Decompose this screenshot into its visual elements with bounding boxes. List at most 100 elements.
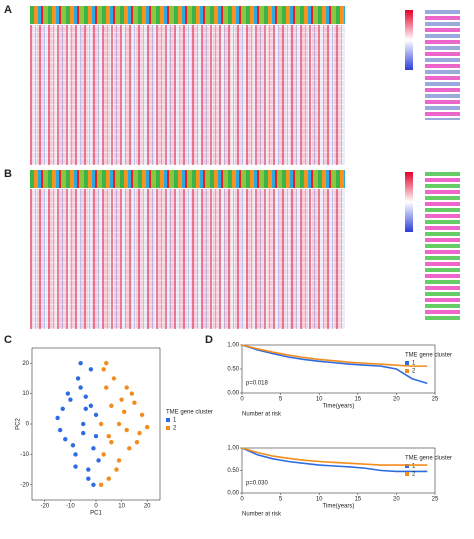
x-tick-label: 0 [240,497,244,503]
x-tick-label: 15 [354,397,361,403]
legend-swatch [405,472,409,476]
point [116,421,122,427]
legend-label: 2 [412,369,416,375]
x-tick-label: 5 [279,497,283,503]
x-tick-label: 25 [432,397,439,403]
point [86,476,91,481]
y-tick-label: 0.50 [227,367,239,373]
survival-curve [241,344,428,385]
p-value: p=0.018 [246,381,269,387]
legend-title: TME gene cluster [405,456,452,462]
x-tick-label: 20 [144,504,151,510]
plot-frame [31,347,161,501]
legend-title: TME gene cluster [405,353,452,359]
point [101,452,106,457]
point [88,367,94,372]
point [86,467,91,472]
point [55,415,60,421]
point [83,394,88,399]
heatmap [30,25,345,165]
legend-swatch [166,426,170,430]
point [60,406,65,411]
y-tick-label: 0.50 [227,468,239,474]
y-tick-label: 1.00 [227,343,239,349]
y-tick-label: -10 [20,452,29,458]
heatmap [30,189,345,329]
legend-block [425,10,460,120]
y-tick-label: 0.00 [227,491,239,497]
point [127,446,132,451]
legend-label: 1 [412,361,416,367]
point [65,391,71,396]
point [91,482,96,487]
y-tick-label: 20 [22,361,29,367]
x-tick-label: -10 [66,504,75,510]
point [129,391,135,396]
point [81,421,86,427]
survival-curve [241,447,428,466]
point [137,430,142,436]
point [63,437,68,442]
x-tick-label: 10 [316,497,323,503]
risk-title: Number at risk [242,512,282,518]
point [109,403,114,408]
point [109,440,114,445]
point [145,424,150,430]
point [93,412,99,418]
legend-block [405,172,413,232]
point [96,458,101,463]
point [68,397,73,402]
x-tick-label: 20 [393,397,400,403]
point [139,412,145,418]
point [124,385,129,390]
legend-swatch [405,369,409,373]
point [134,440,140,445]
x-tick-label: 5 [279,397,283,403]
point [111,376,117,381]
x-axis-label: Time(years) [323,504,355,510]
x-tick-label: 10 [316,397,323,403]
x-axis-label: PC1 [90,511,102,517]
x-tick-label: 0 [94,504,98,510]
point [132,400,137,405]
point [104,385,109,390]
panel-label: C [4,334,12,346]
point [104,361,109,366]
x-tick-label: 15 [354,497,361,503]
x-tick-label: 25 [432,497,439,503]
panel-label: B [4,168,12,180]
y-tick-label: 0.00 [227,391,239,397]
legend-label: 1 [173,418,177,424]
point [73,464,78,469]
y-tick-label: 0 [26,422,30,428]
point [83,406,88,411]
point [88,403,94,408]
x-axis-label: Time(years) [323,404,355,410]
legend-label: 1 [412,464,416,470]
panel-label: D [205,334,213,346]
x-tick-label: -20 [40,504,49,510]
point [75,376,81,381]
point [121,409,127,415]
point [106,476,112,481]
x-tick-label: 10 [118,504,125,510]
legend-swatch [166,418,170,422]
point [57,427,63,433]
survival-curve [241,344,428,367]
point [93,433,99,439]
legend-label: 2 [173,426,177,432]
y-axis-label: PC2 [16,418,22,430]
legend-block [425,172,460,322]
x-tick-label: 20 [393,497,400,503]
heatmap-annotation [30,170,345,188]
point [116,458,122,463]
legend-block [405,10,413,70]
legend-title: TME gene cluster [166,410,213,416]
x-tick-label: 0 [240,397,244,403]
point [98,482,104,487]
y-tick-label: 1.00 [227,446,239,452]
point [91,446,96,451]
point [81,430,86,436]
heatmap-annotation [30,6,345,24]
